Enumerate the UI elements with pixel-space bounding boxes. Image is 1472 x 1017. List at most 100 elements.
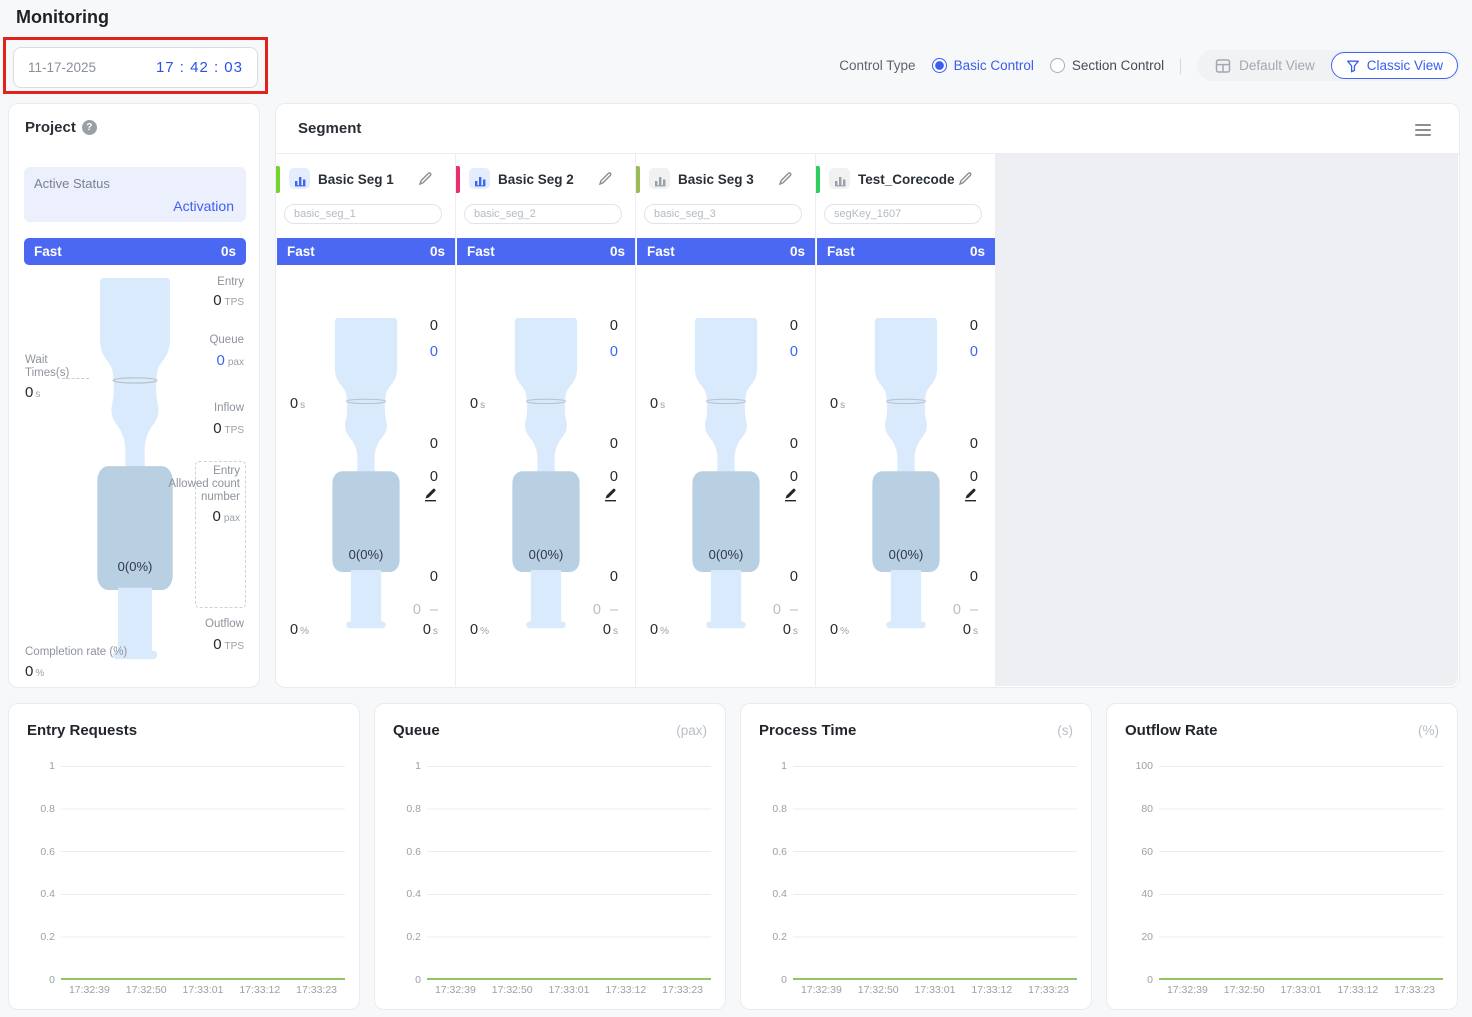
edit-segment-icon[interactable]: [418, 171, 433, 191]
default-view-button[interactable]: Default View: [1199, 52, 1331, 79]
radio-basic-control-label: Basic Control: [953, 58, 1034, 73]
segment-name: Test_Corecode: [858, 172, 955, 187]
speed-label: Fast: [647, 244, 675, 259]
layout-grid-icon: [1215, 58, 1231, 73]
x-axis-labels: 17:32:39 17:32:50 17:33:01 17:33:12 17:33:23: [800, 984, 1070, 996]
segment-column-3: Basic Seg 3 Fast 0s 0(0%) 0 0 0s 0 0 0 0…: [636, 154, 816, 688]
segment-name: Basic Seg 1: [318, 172, 394, 187]
queue-chart-card: Queue (pax) 1 0.8 0.6 0.4 0.2 0 17:32:39 17:32…: [374, 703, 726, 1010]
view-toggle-group: Default View Classic View: [1197, 50, 1460, 81]
help-icon[interactable]: ?: [81, 120, 97, 135]
allowed-label-1: Entry: [213, 465, 240, 477]
edit-segment-icon[interactable]: [958, 171, 973, 191]
completion-value: 0%: [25, 663, 45, 680]
edit-segment-icon[interactable]: [778, 171, 793, 191]
control-type-row: Control Type Basic Control Section Contr…: [839, 50, 1460, 81]
segment-key-input[interactable]: [464, 204, 622, 224]
y-axis-labels: 100 80 60 40 20 0: [1135, 760, 1153, 986]
queue-value: 0: [429, 344, 438, 360]
inflow-value: 0: [789, 436, 798, 452]
date-display: 11-17-2025: [28, 60, 97, 75]
queue-value: 0: [969, 344, 978, 360]
segment-funnel-graphic: 0(0%): [505, 318, 587, 638]
classic-view-button[interactable]: Classic View: [1330, 52, 1458, 79]
segment-funnel-graphic: 0(0%): [865, 318, 947, 638]
menu-icon[interactable]: [1415, 124, 1431, 139]
chart-title: Outflow Rate: [1125, 722, 1218, 739]
active-status-value: Activation: [173, 198, 234, 214]
segment-accent-bar: [636, 166, 640, 193]
allowed-label-2: Allowed count: [168, 478, 240, 490]
entry-value: 0: [609, 318, 618, 334]
allowed-value: 0: [429, 469, 438, 485]
entry-value: 0: [969, 318, 978, 334]
edit-allowed-icon[interactable]: [604, 488, 617, 507]
entry-requests-chart-card: Entry Requests 1 0.8 0.6 0.4 0.2 0 17:32:39 17…: [8, 703, 360, 1010]
speed-value: 0s: [220, 244, 236, 259]
segment-accent-bar: [456, 166, 460, 193]
inflow-label: Inflow: [213, 402, 244, 414]
outflow-value: 0 TPS: [213, 636, 244, 653]
queue-label: Queue: [209, 334, 244, 346]
segment-key-input[interactable]: [284, 204, 442, 224]
segment-column-1: Basic Seg 1 Fast 0s 0(0%) 0 0 0s 0 0 0 0…: [276, 154, 456, 688]
allowed-count-outline: [195, 461, 246, 608]
outflow-rate-chart-card: Outflow Rate (%) 100 80 60 40 20 0 17:32:39 17…: [1106, 703, 1458, 1010]
outflow-value: 0: [969, 569, 978, 585]
project-funnel-graphic: 0(0%): [89, 278, 181, 671]
segment-speed-bar: Fast 0s: [277, 238, 455, 265]
y-axis-labels: 1 0.8 0.6 0.4 0.2 0: [40, 760, 55, 986]
edit-allowed-icon[interactable]: [964, 488, 977, 507]
wait-label-1: Wait: [25, 354, 48, 366]
edit-segment-icon[interactable]: [598, 171, 613, 191]
radio-section-control-label: Section Control: [1071, 58, 1165, 73]
range-value: 0–: [592, 602, 618, 618]
chart-title: Entry Requests: [27, 722, 138, 739]
funnel-icon: [1346, 60, 1359, 72]
completion-label: Completion rate (%): [25, 646, 128, 658]
active-status-label: Active Status: [34, 176, 110, 191]
segment-name: Basic Seg 2: [498, 172, 574, 187]
segment-column-4: Test_Corecode Fast 0s 0(0%) 0 0 0s 0 0 0…: [816, 154, 996, 688]
speed-value: 0s: [969, 244, 985, 259]
y-axis-labels: 1 0.8 0.6 0.4 0.2 0: [772, 760, 787, 986]
time-display: 17 : 42 : 03: [155, 59, 243, 76]
radio-unselected-icon: [1049, 58, 1065, 73]
datetime-picker[interactable]: 11-17-2025 17 : 42 : 03: [13, 47, 258, 88]
chart-plot-area: [427, 766, 711, 980]
chart-plot-area: [1159, 766, 1443, 980]
segment-key-input[interactable]: [824, 204, 982, 224]
segment-key-input[interactable]: [644, 204, 802, 224]
radio-basic-control[interactable]: Basic Control: [931, 58, 1034, 73]
segment-accent-bar: [276, 166, 280, 193]
series-line: [793, 978, 1077, 980]
process-time-chart-card: Process Time (s) 1 0.8 0.6 0.4 0.2 0 17:32:39…: [740, 703, 1092, 1010]
edit-allowed-icon[interactable]: [424, 488, 437, 507]
series-line: [61, 978, 345, 980]
project-speed-bar: Fast 0s: [24, 238, 246, 265]
segment-speed-bar: Fast 0s: [637, 238, 815, 265]
speed-label: Fast: [287, 244, 315, 259]
outflow-value: 0: [789, 569, 798, 585]
bar-chart-icon: [829, 168, 850, 189]
outflow-value: 0: [609, 569, 618, 585]
edit-allowed-icon[interactable]: [784, 488, 797, 507]
segment-column-2: Basic Seg 2 Fast 0s 0(0%) 0 0 0s 0 0 0 0…: [456, 154, 636, 688]
project-panel: Project ? Active Status Activation Fast …: [8, 103, 260, 688]
x-axis-labels: 17:32:39 17:32:50 17:33:01 17:33:12 17:33:23: [68, 984, 338, 996]
project-title: Project: [25, 119, 76, 136]
bar-chart-icon: [289, 168, 310, 189]
speed-value: 0s: [609, 244, 625, 259]
chart-unit: (pax): [676, 723, 707, 738]
radio-section-control[interactable]: Section Control: [1049, 58, 1165, 73]
default-view-label: Default View: [1239, 58, 1315, 73]
